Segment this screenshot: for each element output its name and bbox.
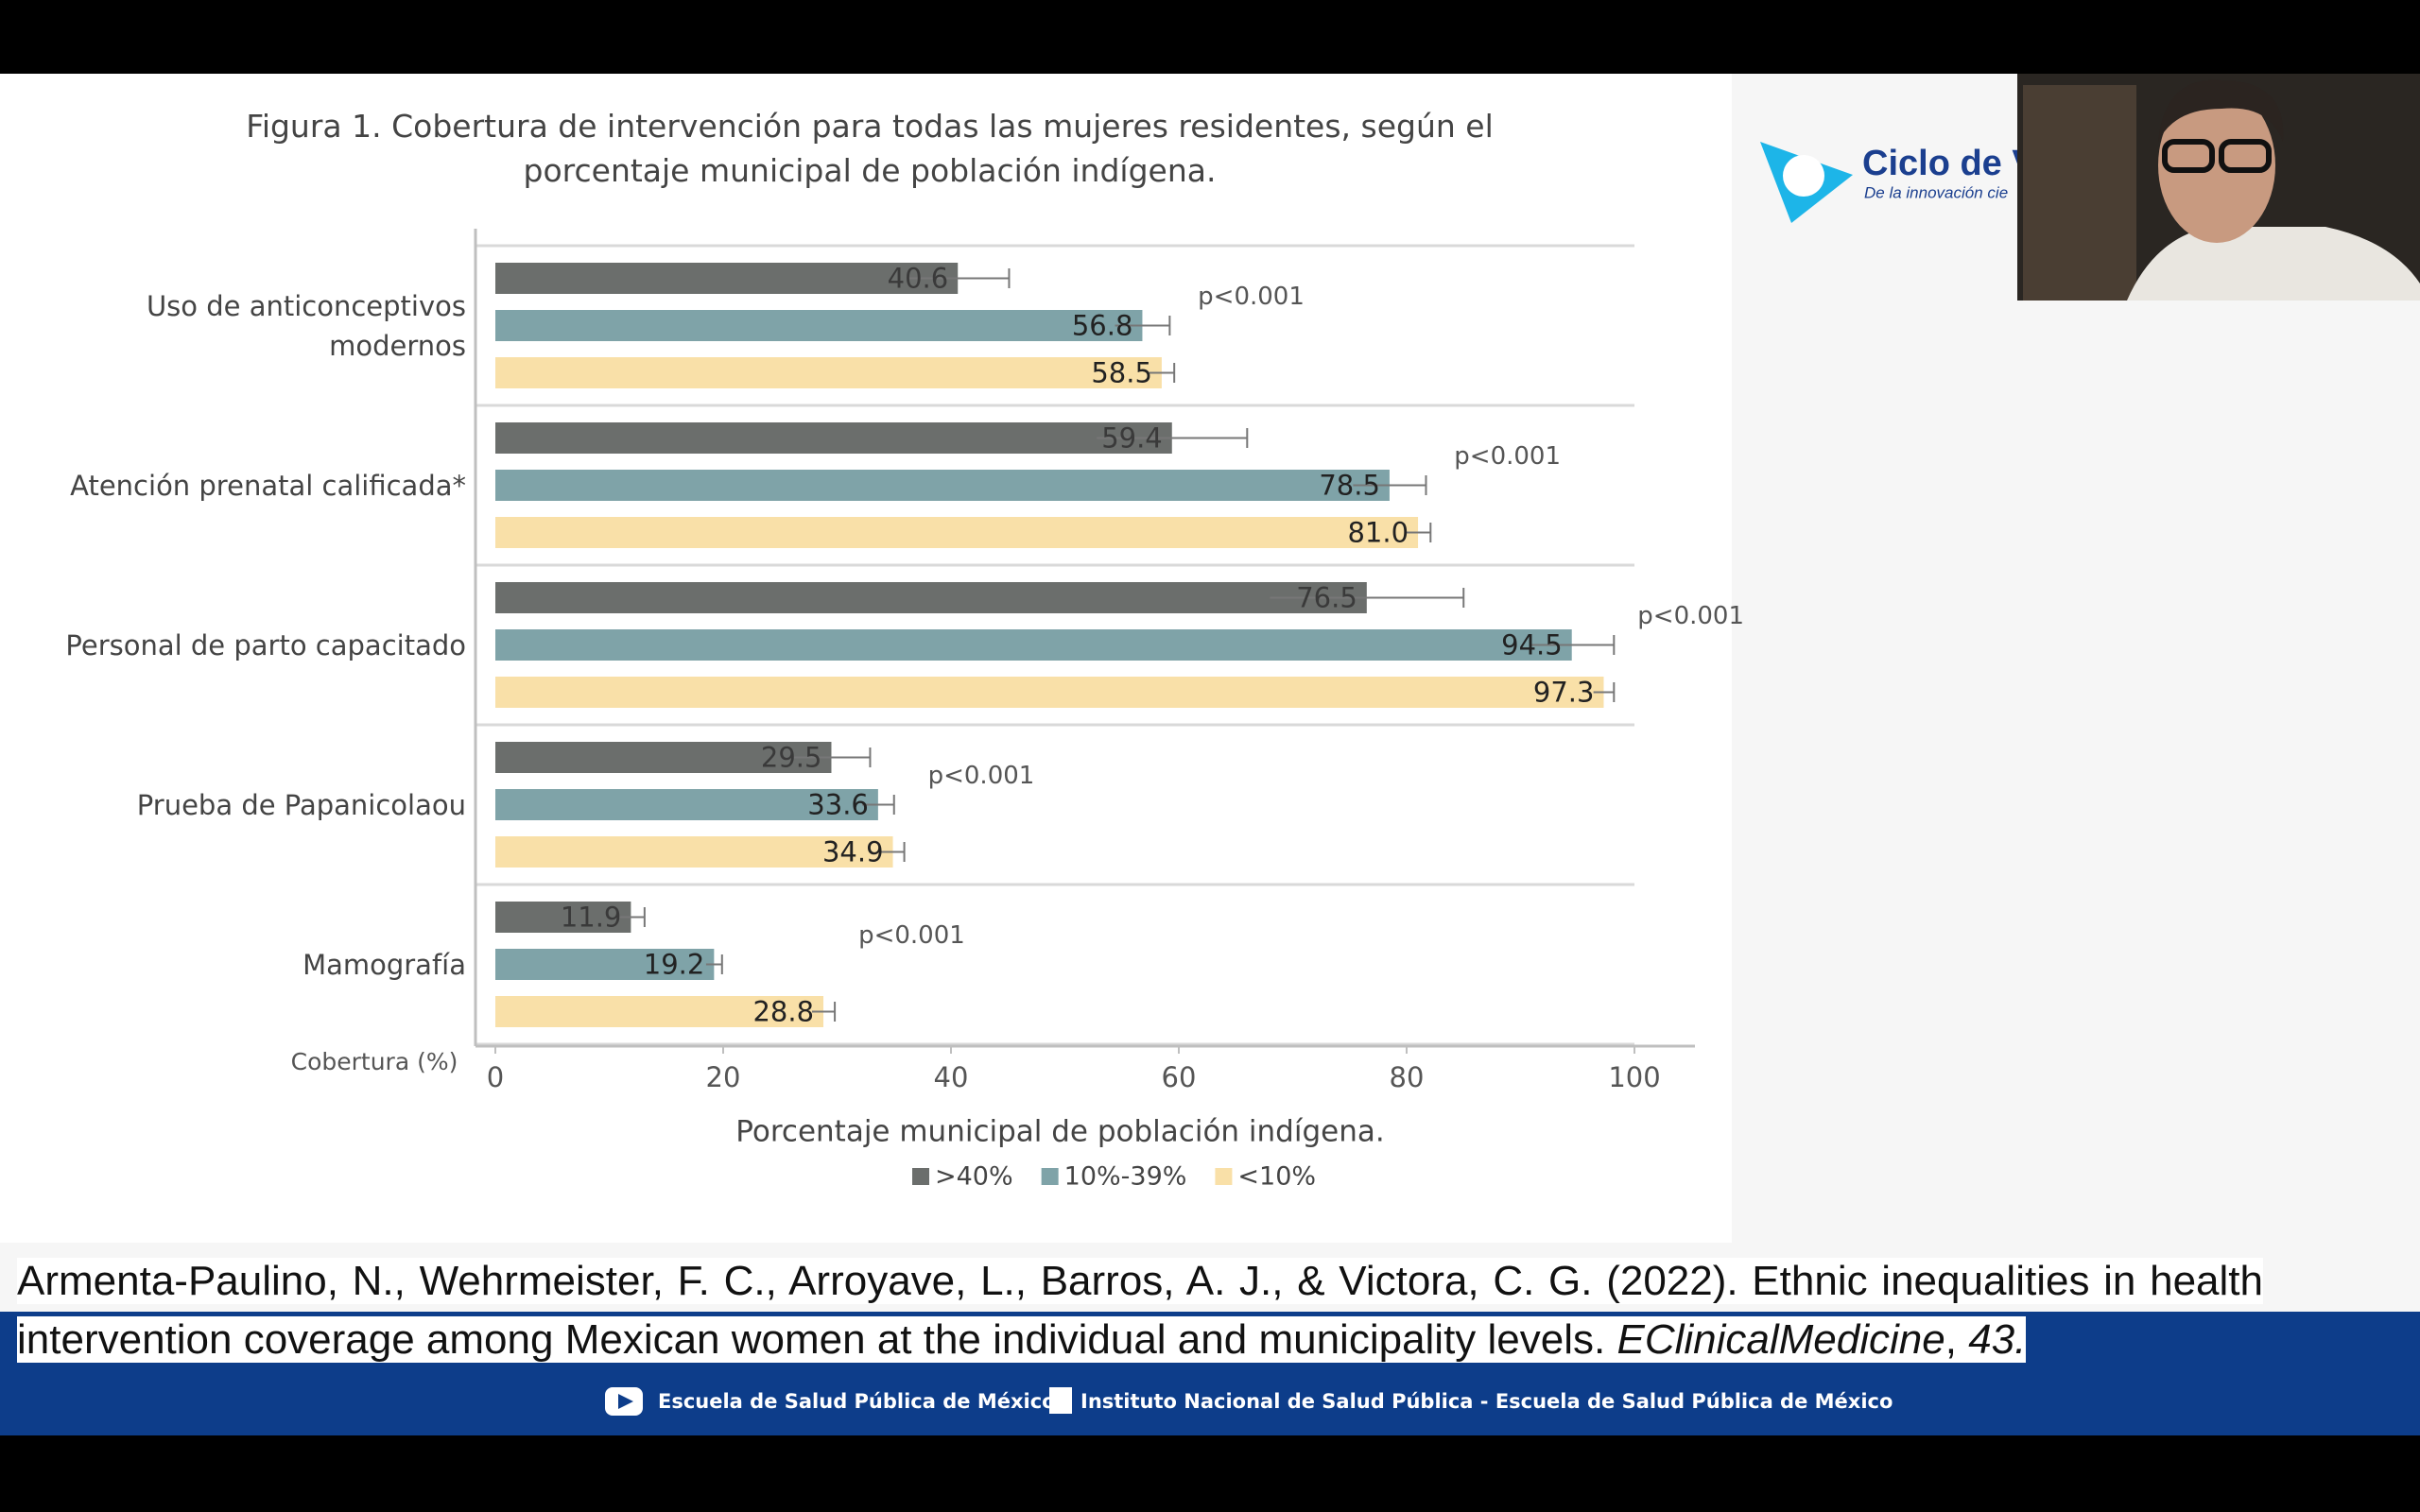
error-bar — [881, 842, 906, 862]
bar — [495, 517, 1419, 548]
value-label: 81.0 — [1347, 517, 1409, 549]
value-label: 56.8 — [1072, 310, 1133, 342]
value-label: 59.4 — [1101, 422, 1163, 455]
bar — [495, 582, 1367, 613]
legend-swatch — [1041, 1168, 1059, 1185]
logo-subtitle: De la innovación cie — [1864, 183, 2008, 201]
x-tick-label: 40 — [934, 1061, 969, 1093]
x-tick-label: 100 — [1608, 1061, 1660, 1093]
category-label-box: Mamografía — [302, 948, 466, 981]
bar — [495, 949, 715, 980]
annotation: p<0.001 — [1198, 283, 1305, 311]
error-bar — [1270, 588, 1465, 608]
error-bar — [1115, 316, 1171, 335]
category-label: Prueba de Papanicolaou — [136, 788, 466, 821]
error-bar — [705, 954, 723, 974]
category-label-box: Uso de anticonceptivos modernos — [146, 289, 466, 362]
bar — [495, 629, 1572, 661]
bar — [495, 310, 1143, 341]
citation: Armenta-Paulino, N., Wehrmeister, F. C.,… — [17, 1252, 2263, 1369]
logo: Ciclo de Vi De la innovación cie — [1760, 142, 2046, 223]
x-axis-label: Porcentaje municipal de población indíge… — [735, 1115, 1384, 1149]
footer-youtube: Escuela de Salud Pública de México — [658, 1390, 1056, 1413]
category-label: Mamografía — [302, 948, 466, 981]
x-tick-label: 80 — [1390, 1061, 1425, 1093]
x-tick-label: 20 — [706, 1061, 741, 1093]
error-bar — [1593, 682, 1616, 702]
category-label: Uso de anticonceptivos modernos — [146, 289, 466, 362]
error-bar — [811, 1002, 837, 1022]
legend: >40% 10%-39% <10% — [912, 1162, 1316, 1192]
x-tick-label: 60 — [1162, 1061, 1197, 1093]
chart-title-box: Figura 1. Cobertura de intervención para… — [246, 108, 1494, 189]
chart: 0 20 40 60 80 100 Uso de anticonceptivos moder… — [65, 229, 1744, 1192]
legend-label: 10%-39% — [1064, 1162, 1187, 1192]
value-label: 19.2 — [644, 949, 705, 981]
value-label: 28.8 — [752, 996, 814, 1028]
bar — [495, 996, 824, 1027]
error-bar — [792, 747, 872, 767]
citation-part: 43. — [1968, 1316, 2027, 1363]
error-bar — [1405, 523, 1432, 542]
value-label: 11.9 — [561, 902, 622, 934]
bar — [495, 263, 959, 294]
category-label-box: Prueba de Papanicolaou — [136, 788, 466, 821]
bar — [495, 357, 1162, 388]
bookshelf — [2023, 85, 2136, 301]
annotation: p<0.001 — [858, 921, 965, 950]
face — [2158, 88, 2275, 243]
value-label: 78.5 — [1319, 470, 1380, 502]
glasses-right — [2219, 139, 2272, 173]
category-label-box: Personal de parto capacitado — [65, 628, 466, 662]
legend-swatch — [1215, 1168, 1233, 1185]
y-axis-label: Cobertura (%) — [291, 1048, 458, 1075]
error-bar — [1530, 635, 1616, 655]
annotation: p<0.001 — [1637, 602, 1744, 630]
youtube-play — [618, 1394, 633, 1409]
glasses-left — [2162, 139, 2215, 173]
bar — [495, 902, 631, 933]
error-bar — [1097, 428, 1249, 448]
category-label: Personal de parto capacitado — [65, 628, 466, 662]
value-label: 76.5 — [1296, 582, 1357, 614]
webcam — [2017, 74, 2420, 301]
value-label: 40.6 — [888, 263, 949, 295]
annotation: p<0.001 — [1454, 442, 1561, 471]
error-bar — [1353, 475, 1427, 495]
value-label: 97.3 — [1533, 677, 1595, 709]
value-label: 29.5 — [761, 742, 822, 774]
bar — [495, 677, 1604, 708]
legend-label: >40% — [935, 1162, 1013, 1192]
logo-title: Ciclo de Vi — [1862, 144, 2046, 183]
bar — [495, 789, 878, 820]
hair — [2158, 79, 2284, 142]
error-bar — [616, 907, 646, 927]
bar — [495, 470, 1390, 501]
bar — [495, 422, 1172, 454]
x-tick-label: 0 — [487, 1061, 504, 1093]
value-label: 34.9 — [822, 836, 884, 868]
shirt — [2127, 227, 2420, 301]
category-label-box: Atención prenatal calificada* — [70, 469, 466, 502]
legend-label: <10% — [1237, 1162, 1316, 1192]
bar — [495, 836, 893, 868]
annotation: p<0.001 — [928, 762, 1035, 790]
value-label: 58.5 — [1091, 357, 1152, 389]
value-label: 94.5 — [1501, 629, 1563, 662]
error-bar — [907, 268, 1011, 288]
category-label: Atención prenatal calificada* — [70, 469, 466, 502]
footer-linkedin: Instituto Nacional de Salud Pública - Es… — [1080, 1390, 1893, 1413]
value-label: 33.6 — [807, 789, 869, 821]
citation-part: EClinicalMedicine — [1616, 1316, 1945, 1363]
linkedin-icon — [1049, 1387, 1072, 1414]
error-bar — [862, 795, 895, 815]
legend-swatch — [912, 1168, 929, 1185]
bar — [495, 742, 832, 773]
error-bar — [1149, 363, 1176, 383]
logo-icon-center — [1783, 155, 1824, 197]
chart-title: Figura 1. Cobertura de intervención para… — [246, 108, 1494, 189]
citation-part: , — [1945, 1316, 1969, 1363]
